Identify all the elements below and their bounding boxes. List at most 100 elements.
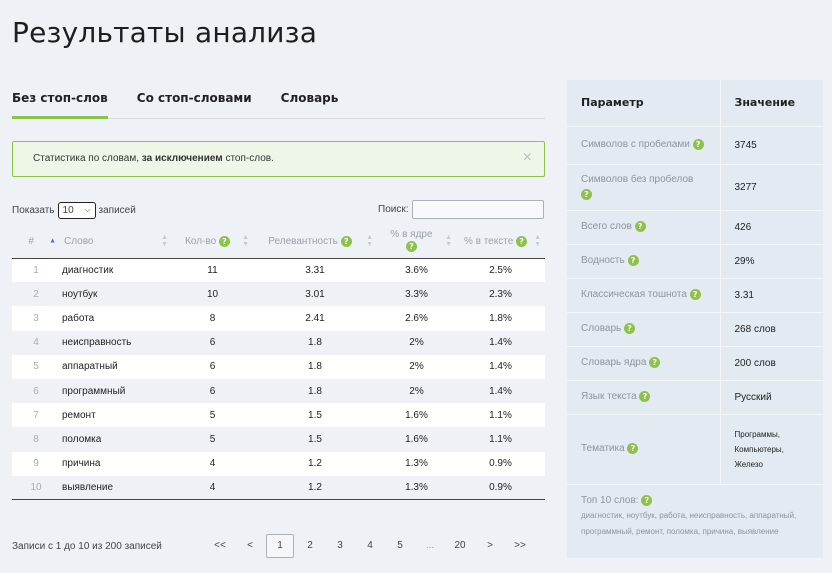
page-first-button[interactable]: << [214, 540, 226, 551]
row-word: поломка [60, 427, 172, 452]
row-count: 11 [172, 258, 253, 283]
tab-with-stopwords[interactable]: Со стоп-словами [136, 91, 252, 105]
param-value: 426 [720, 210, 823, 245]
page-2-button[interactable]: 2 [307, 540, 313, 551]
help-icon[interactable]: ? [639, 391, 651, 403]
row-relevance: 3.31 [253, 258, 377, 283]
col-header-word[interactable]: Слово ▲ ▼ [60, 225, 172, 259]
help-icon[interactable]: ? [581, 188, 592, 200]
close-icon[interactable]: × [522, 149, 532, 166]
search-input[interactable] [411, 200, 544, 219]
col-header-text-label: % в тексте [463, 235, 514, 247]
row-core-pct: 2% [377, 330, 456, 355]
params-header-param: Параметр [567, 80, 721, 127]
page-5-button[interactable]: 5 [397, 540, 403, 551]
page-1-button[interactable]: 1 [266, 534, 294, 558]
row-word: ремонт [60, 403, 172, 428]
row-core-pct: 1.3% [377, 451, 456, 476]
row-text-pct: 2.3% [456, 282, 545, 307]
param-value: 29% [720, 244, 823, 279]
row-relevance: 1.2 [253, 475, 377, 501]
info-text-suffix: стоп-слов. [222, 153, 274, 164]
params-panel: Параметр Значение Символов с пробелами ?… [567, 80, 823, 558]
col-header-text[interactable]: % в тексте ? ▲ ▼ [456, 225, 545, 259]
table-row: 5 аппаратный 6 1.8 2% 1.4% [12, 354, 545, 379]
sort-icon: ▲ ▼ [161, 234, 168, 249]
sort-icon: ▲ ▼ [534, 234, 541, 249]
page-length-value: 10 [62, 205, 74, 216]
param-name: Всего слов [581, 221, 632, 233]
help-icon[interactable]: ? [624, 323, 636, 335]
params-header-value: Значение [720, 80, 823, 127]
row-text-pct: 1.1% [456, 403, 545, 428]
row-text-pct: 2.5% [456, 258, 545, 283]
help-icon[interactable]: ? [649, 357, 661, 369]
top10-label: Топ 10 слов: [581, 494, 639, 506]
page-4-button[interactable]: 4 [367, 540, 373, 551]
row-core-pct: 2% [377, 378, 456, 404]
info-text-prefix: Статистика по словам, [33, 153, 142, 164]
help-icon[interactable]: ? [627, 443, 639, 455]
page-20-button[interactable]: 20 [454, 540, 466, 551]
page-last-button[interactable]: >> [514, 540, 526, 551]
page-prev-button[interactable]: < [247, 540, 253, 551]
row-word: диагностик [60, 258, 172, 283]
param-value: Программы, Компьютеры, Железо [720, 414, 823, 485]
help-icon[interactable]: ? [689, 289, 701, 301]
chevron-down-icon: ⌵ [84, 205, 91, 214]
row-text-pct: 1.4% [456, 354, 545, 379]
page-length-select[interactable]: 10 ⌵ [57, 202, 96, 219]
row-core-pct: 3.6% [377, 258, 456, 283]
params-row: Символов без пробелов? 3277 [567, 164, 823, 211]
col-header-num[interactable]: # ▲ [12, 225, 60, 259]
row-word: аппаратный [60, 354, 172, 379]
tab-dictionary[interactable]: Словарь [280, 91, 339, 105]
topic-line: Компьютеры, [734, 444, 784, 454]
help-icon[interactable]: ? [516, 235, 528, 247]
params-row: Всего слов ? 426 [567, 210, 823, 245]
row-core-pct: 2.6% [377, 306, 456, 331]
row-relevance: 3.01 [253, 282, 377, 307]
table-row: 3 работа 8 2.41 2.6% 1.8% [12, 306, 545, 331]
col-header-count[interactable]: Кол-во ? ▲ ▼ [172, 225, 253, 259]
help-icon[interactable]: ? [218, 235, 230, 247]
col-header-num-label: # [28, 235, 34, 247]
row-word: неисправность [60, 330, 172, 355]
sort-asc-icon: ▲ [49, 237, 56, 245]
help-icon[interactable]: ? [641, 494, 653, 506]
topic-line: Железо [734, 459, 763, 469]
help-icon[interactable]: ? [627, 255, 639, 267]
page-title: Результаты анализа [12, 16, 318, 49]
show-entries-control: Показать 10 ⌵ записей [12, 202, 136, 219]
params-row: Водность ? 29% [567, 244, 823, 279]
row-relevance: 2.41 [253, 306, 377, 331]
col-header-core[interactable]: % в ядре ? ▲ ▼ [377, 225, 456, 259]
help-icon[interactable]: ? [634, 221, 646, 233]
row-word: выявление [60, 475, 172, 501]
param-name: Тематика [581, 443, 625, 455]
row-count: 4 [172, 475, 253, 501]
row-count: 8 [172, 306, 253, 331]
row-count: 4 [172, 451, 253, 476]
row-num: 5 [12, 354, 60, 379]
sort-icon: ▲ ▼ [445, 234, 452, 249]
col-header-word-label: Слово [64, 235, 94, 247]
help-icon[interactable]: ? [340, 235, 352, 247]
page-3-button[interactable]: 3 [337, 540, 343, 551]
param-name: Словарь ядра [581, 357, 647, 369]
word-stats-table: # ▲ Слово ▲ ▼ Кол-во ? ▲ ▼ Релевантность ?… [12, 225, 545, 501]
param-name: Классическая тошнота [581, 289, 687, 301]
row-text-pct: 0.9% [456, 475, 545, 501]
tab-without-stopwords[interactable]: Без стоп-слов [12, 80, 108, 119]
params-row: Тематика ? Программы, Компьютеры, Железо [567, 414, 823, 485]
table-row: 9 причина 4 1.2 1.3% 0.9% [12, 451, 545, 476]
page-ellipsis: ... [425, 540, 435, 551]
table-row: 1 диагностик 11 3.31 3.6% 2.5% [12, 258, 545, 283]
col-header-relevance[interactable]: Релевантность ? ▲ ▼ [253, 225, 377, 259]
pagination: << <1 2 3 4 5... 20 > >> [206, 534, 536, 558]
row-num: 1 [12, 258, 60, 283]
row-num: 10 [12, 475, 60, 501]
help-icon[interactable]: ? [406, 241, 417, 253]
help-icon[interactable]: ? [692, 139, 704, 151]
page-next-button[interactable]: > [487, 540, 493, 551]
